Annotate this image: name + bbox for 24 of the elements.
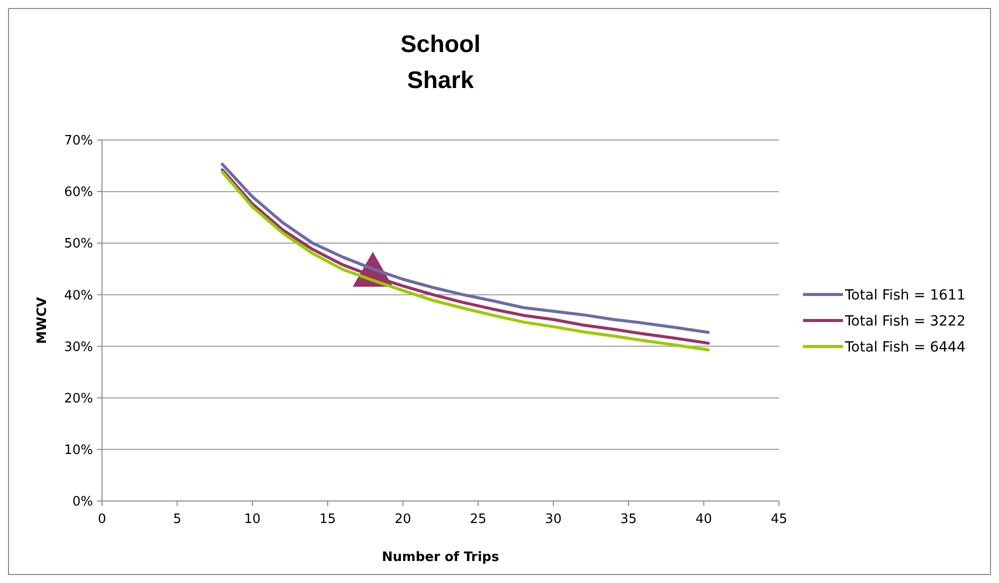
x-tick-label: 40	[696, 512, 712, 527]
legend-label: Total Fish = 1611	[844, 287, 966, 304]
y-tick-label: 50%	[64, 236, 93, 252]
y-tick-label: 40%	[64, 288, 93, 304]
y-axis-title: MWCV	[35, 297, 50, 344]
x-tick-label: 30	[545, 512, 562, 527]
legend-label: Total Fish = 3222	[844, 313, 966, 330]
x-tick-label: 20	[394, 512, 412, 527]
x-tick-label: 10	[244, 512, 261, 527]
x-tick-label: 45	[770, 512, 788, 527]
y-tick-label: 30%	[64, 340, 93, 355]
y-tick-label: 0%	[72, 494, 93, 510]
x-tick-label: 0	[98, 512, 106, 527]
y-tick-label: 20%	[64, 391, 93, 406]
x-tick-label: 5	[173, 512, 182, 527]
x-axis-title: Number of Trips	[382, 550, 500, 565]
x-tick-label: 15	[319, 512, 336, 527]
chart-title: School Shark	[400, 31, 481, 94]
x-tick-label: 25	[470, 512, 486, 527]
y-tick-label: 10%	[64, 442, 93, 458]
legend-label: Total Fish = 6444	[844, 339, 966, 356]
y-tick-label: 60%	[64, 185, 93, 200]
y-tick-label: 70%	[64, 134, 93, 149]
x-tick-label: 35	[620, 512, 637, 527]
